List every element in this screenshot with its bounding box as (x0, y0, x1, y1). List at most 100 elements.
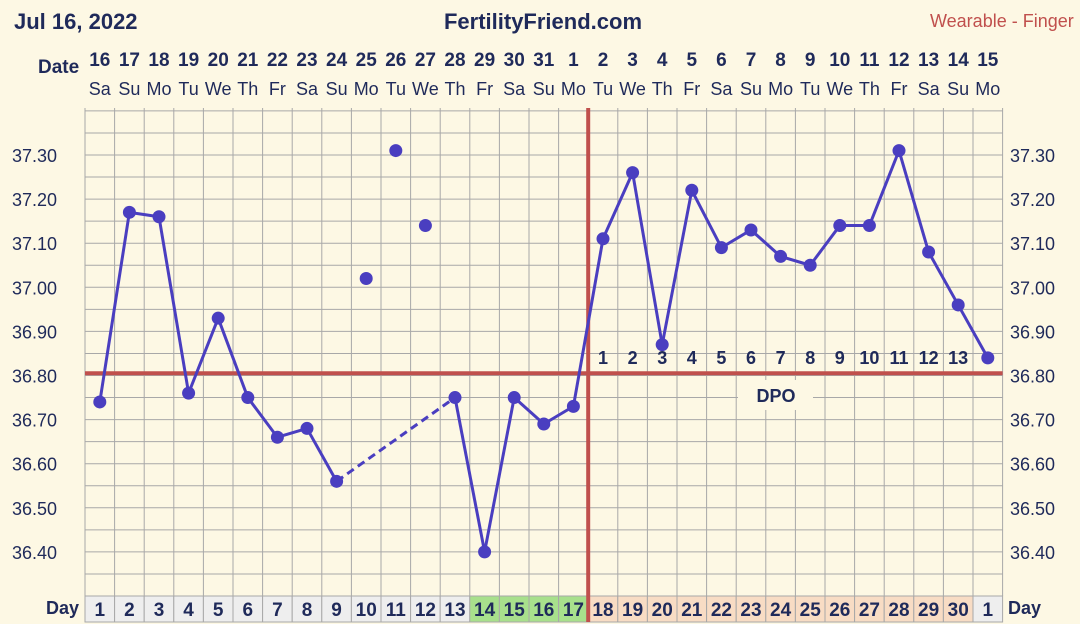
data-point (862, 219, 876, 233)
data-point (537, 417, 551, 431)
day-row-label-left: Day (46, 598, 79, 618)
weekday-label: Su (326, 79, 348, 99)
weekday-label: Tu (800, 79, 820, 99)
cycle-day-cell (173, 595, 204, 623)
cycle-day-label: 19 (622, 600, 643, 621)
y-tick-right: 36.90 (1010, 322, 1055, 342)
cycle-day-cell (942, 595, 974, 623)
weekday-label: Tu (178, 79, 198, 99)
dpo-number: 9 (835, 348, 845, 368)
dpo-number: 8 (805, 348, 815, 368)
cycle-day-cell (291, 595, 323, 623)
cycle-day-label: 29 (918, 600, 939, 621)
date-label: 13 (918, 50, 939, 71)
weekday-label: Fr (476, 79, 493, 99)
date-label: 7 (746, 50, 757, 71)
dpo-number: 13 (948, 348, 968, 368)
series-segment (216, 317, 250, 399)
series-segment (631, 172, 664, 345)
series-segment (187, 317, 220, 394)
series-segment (453, 397, 487, 553)
weekday-label: Th (859, 79, 880, 99)
cycle-day-label: 30 (948, 600, 969, 621)
weekday-label: We (619, 79, 646, 99)
dpo-number: 12 (919, 348, 939, 368)
cycle-day-cell (972, 595, 1004, 623)
cycle-day-label: 11 (386, 600, 407, 621)
data-point (685, 183, 699, 197)
date-label: 29 (474, 50, 495, 71)
cycle-day-cell (84, 595, 116, 623)
weekday-label: Mo (354, 79, 379, 99)
date-label: 14 (948, 50, 970, 71)
date-label: 16 (89, 50, 110, 71)
data-point (951, 298, 965, 312)
y-tick-left: 36.50 (12, 499, 57, 519)
y-tick-left: 36.60 (12, 455, 57, 475)
cycle-day-label: 14 (474, 600, 496, 621)
date-label: 20 (208, 50, 229, 71)
data-point (448, 391, 462, 405)
series-segment (927, 251, 960, 306)
weekday-label: Sa (503, 79, 526, 99)
data-point (803, 258, 817, 272)
cycle-day-cell (321, 595, 352, 623)
weekday-label: Sa (918, 79, 941, 99)
y-tick-right: 37.00 (1010, 278, 1055, 298)
y-tick-right: 36.80 (1010, 367, 1055, 387)
y-tick-left: 37.20 (12, 190, 57, 210)
data-point (744, 223, 758, 237)
date-label: 3 (627, 50, 638, 71)
data-point (714, 241, 728, 255)
y-tick-right: 36.70 (1010, 411, 1055, 431)
cycle-day-cell (824, 595, 856, 623)
discarded-point (389, 144, 403, 158)
y-tick-left: 37.10 (12, 234, 57, 254)
dpo-number: 1 (598, 348, 608, 368)
data-point (507, 391, 521, 405)
weekday-label: Tu (386, 79, 406, 99)
day-row-label-right: Day (1008, 598, 1041, 618)
cycle-day-label: 26 (829, 600, 850, 621)
data-point (241, 391, 255, 405)
date-label: 26 (385, 50, 406, 71)
series-segment (956, 304, 990, 359)
weekday-label: Fr (269, 79, 286, 99)
date-label: 11 (859, 50, 880, 71)
weekday-label: Tu (593, 79, 613, 99)
cycle-day-label: 23 (740, 600, 761, 621)
data-point (566, 399, 580, 413)
cycle-day-cell (735, 595, 767, 623)
cycle-day-label: 1 (983, 600, 994, 621)
weekday-label: We (412, 79, 439, 99)
discarded-point (359, 271, 373, 285)
date-label: 12 (888, 50, 909, 71)
cycle-day-label: 17 (563, 600, 584, 621)
weekday-label: Su (118, 79, 140, 99)
series-segment (690, 189, 723, 249)
cycle-day-cell (410, 595, 441, 623)
date-label: 21 (237, 50, 259, 71)
dpo-number: 5 (716, 348, 726, 368)
cycle-day-label: 24 (770, 600, 792, 621)
data-point (211, 311, 225, 325)
y-tick-left: 37.00 (12, 278, 57, 298)
cycle-day-cell (232, 595, 264, 623)
cycle-day-label: 15 (504, 600, 526, 621)
weekday-label: Sa (89, 79, 112, 99)
cycle-day-label: 8 (302, 600, 313, 621)
cycle-day-cell (765, 595, 796, 623)
cycle-day-label: 16 (533, 600, 554, 621)
date-row: 16Sa17Su18Mo19Tu20We21Th22Fr23Sa24Su25Mo… (89, 50, 1001, 99)
cycle-day-label: 3 (154, 600, 165, 621)
cycle-day-cell (528, 595, 560, 623)
cycle-day-row: 1 2 3 4 5 6 7 8 9 10 11 12 13 14 15 16 17 18 19 20 21 22 23 24 2… (84, 595, 1004, 623)
grid (84, 108, 1004, 596)
date-label: 30 (504, 50, 525, 71)
date-label: 31 (533, 50, 555, 71)
y-tick-right: 37.30 (1010, 146, 1055, 166)
date-label: 17 (119, 50, 140, 71)
cycle-day-label: 28 (888, 600, 909, 621)
data-point (122, 205, 136, 219)
